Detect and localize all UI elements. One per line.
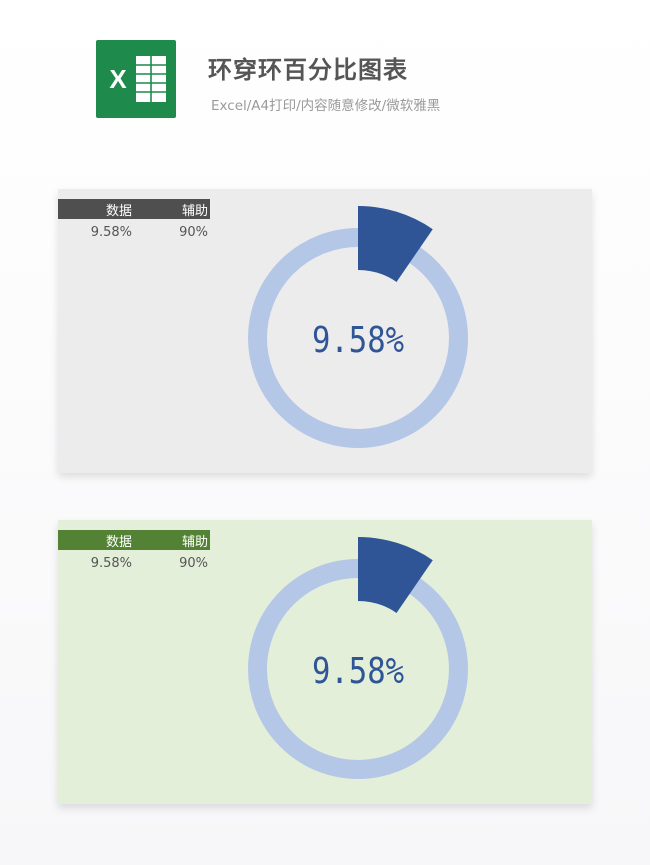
excel-logo-icon: X [96, 40, 176, 118]
chart-panel-2: 数据 辅助 9.58% 90% 9.58% [58, 520, 592, 804]
cell-data-value[interactable]: 9.58% [90, 555, 132, 571]
donut-chart-2[interactable]: 9.58% [58, 520, 592, 804]
cell-aux-value[interactable]: 90% [179, 224, 208, 240]
donut-chart-1[interactable]: 9.58% [58, 189, 592, 473]
donut-center-label: 9.58% [312, 319, 404, 361]
data-table-header: 数据 辅助 [58, 530, 210, 550]
page-subtitle: Excel/A4打印/内容随意修改/微软雅黑 [211, 98, 441, 114]
page-title: 环穿环百分比图表 [208, 56, 408, 84]
donut-center-label: 9.58% [312, 650, 404, 692]
data-table-row: 9.58% 90% [58, 222, 210, 242]
column-header-data: 数据 [105, 534, 132, 550]
column-header-data: 数据 [105, 203, 132, 219]
data-table-row: 9.58% 90% [58, 553, 210, 573]
data-table-header: 数据 辅助 [58, 199, 210, 219]
cell-data-value[interactable]: 9.58% [90, 224, 132, 240]
donut-segment-value [358, 537, 433, 613]
column-header-aux: 辅助 [181, 534, 208, 550]
column-header-aux: 辅助 [181, 203, 208, 219]
cell-aux-value[interactable]: 90% [179, 555, 208, 571]
donut-segment-value [358, 206, 433, 282]
logo-letter: X [109, 64, 127, 94]
chart-panel-1: 数据 辅助 9.58% 90% 9.58% [58, 189, 592, 473]
header: X 环穿环百分比图表 Excel/A4打印/内容随意修改/微软雅黑 [0, 0, 650, 150]
